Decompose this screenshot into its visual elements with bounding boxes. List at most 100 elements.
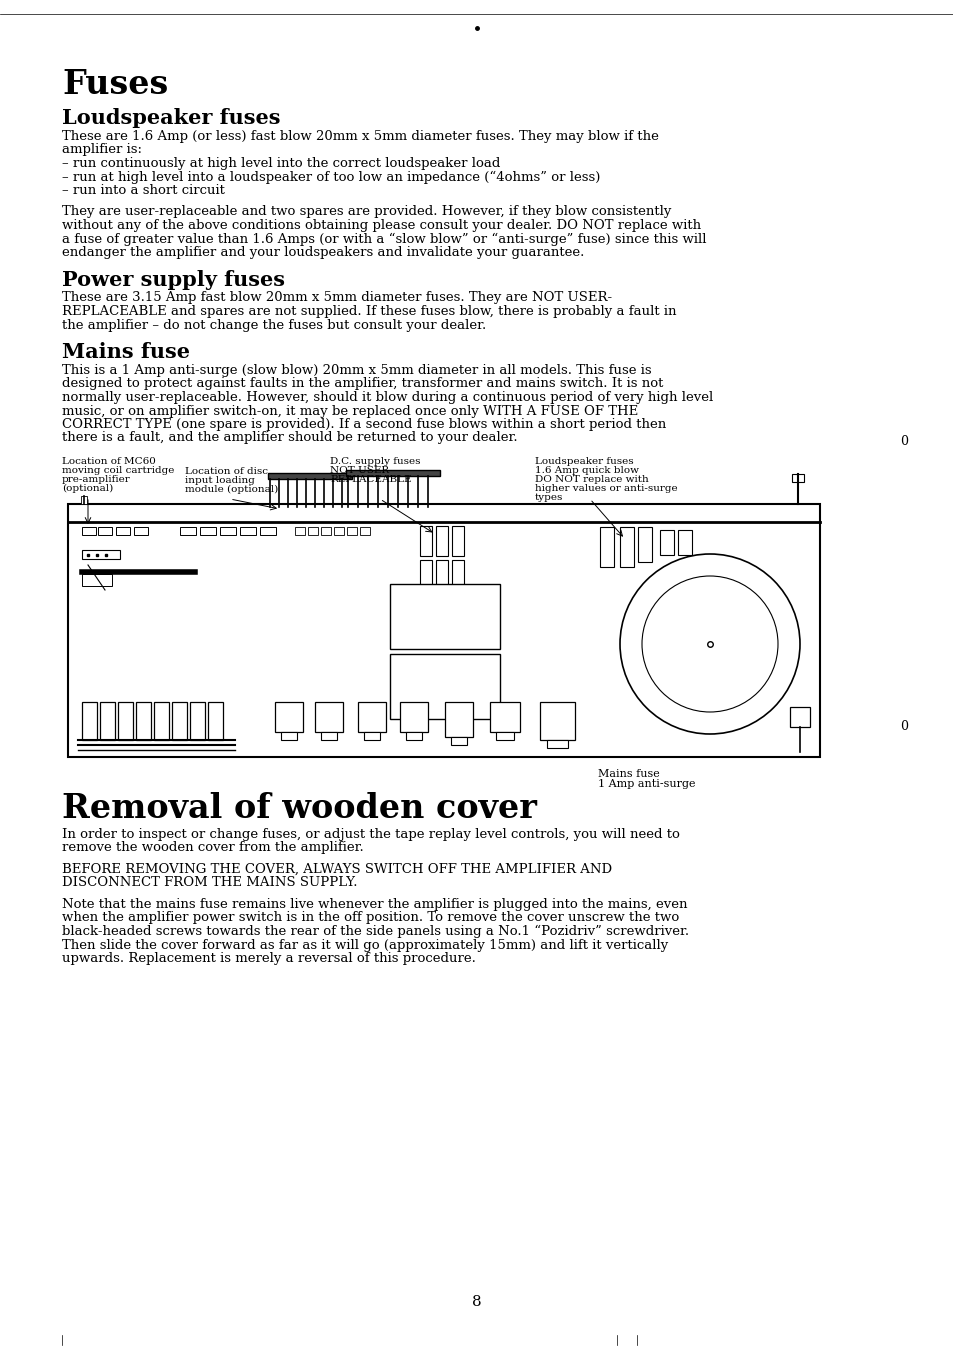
Bar bbox=[490, 703, 519, 732]
Bar bbox=[136, 703, 151, 740]
Text: This is a 1 Amp anti-surge (slow blow) 20mm x 5mm diameter in all models. This f: This is a 1 Amp anti-surge (slow blow) 2… bbox=[62, 363, 651, 377]
Text: NOT USER: NOT USER bbox=[330, 466, 389, 476]
Text: 1 Amp anti-surge: 1 Amp anti-surge bbox=[598, 780, 695, 789]
Text: – run continuously at high level into the correct loudspeaker load: – run continuously at high level into th… bbox=[62, 157, 500, 170]
Text: module (optional): module (optional) bbox=[185, 485, 278, 494]
Text: a fuse of greater value than 1.6 Amps (or with a “slow blow” or “anti-surge” fus: a fuse of greater value than 1.6 Amps (o… bbox=[62, 232, 706, 246]
Circle shape bbox=[619, 554, 800, 734]
Bar bbox=[334, 527, 344, 535]
Circle shape bbox=[641, 576, 778, 712]
Bar bbox=[436, 526, 448, 557]
Bar bbox=[240, 527, 255, 535]
Bar bbox=[280, 732, 297, 740]
Bar bbox=[450, 738, 467, 744]
Text: D.C. supply fuses: D.C. supply fuses bbox=[330, 457, 420, 466]
Text: Location of MC60: Location of MC60 bbox=[62, 457, 155, 466]
Text: higher values or anti-surge: higher values or anti-surge bbox=[535, 484, 677, 493]
Text: remove the wooden cover from the amplifier.: remove the wooden cover from the amplifi… bbox=[62, 842, 363, 854]
Text: Removal of wooden cover: Removal of wooden cover bbox=[62, 792, 537, 825]
Bar bbox=[399, 703, 428, 732]
Text: without any of the above conditions obtaining please consult your dealer. DO NOT: without any of the above conditions obta… bbox=[62, 219, 700, 232]
Text: DO NOT replace with: DO NOT replace with bbox=[535, 476, 648, 484]
Bar bbox=[436, 561, 448, 588]
Bar bbox=[308, 527, 317, 535]
Bar bbox=[82, 527, 96, 535]
Bar bbox=[172, 703, 187, 740]
Text: amplifier is:: amplifier is: bbox=[62, 143, 142, 157]
Bar bbox=[546, 740, 567, 748]
Text: input loading: input loading bbox=[185, 476, 254, 485]
Text: Mains fuse: Mains fuse bbox=[62, 342, 190, 362]
Text: Loudspeaker fuses: Loudspeaker fuses bbox=[535, 457, 633, 466]
Text: Mains fuse: Mains fuse bbox=[598, 769, 659, 780]
Text: when the amplifier power switch is in the off position. To remove the cover unsc: when the amplifier power switch is in th… bbox=[62, 912, 679, 924]
Text: black-headed screws towards the rear of the side panels using a No.1 “Pozidriv” : black-headed screws towards the rear of … bbox=[62, 925, 688, 938]
Bar bbox=[81, 496, 87, 504]
Text: (optional): (optional) bbox=[62, 484, 113, 493]
Bar bbox=[791, 474, 803, 482]
Bar bbox=[789, 707, 809, 727]
Text: Fuses: Fuses bbox=[62, 68, 168, 101]
Text: the amplifier – do not change the fuses but consult your dealer.: the amplifier – do not change the fuses … bbox=[62, 319, 486, 331]
Bar bbox=[659, 530, 673, 555]
Bar bbox=[180, 527, 195, 535]
Bar bbox=[444, 703, 473, 738]
Text: Loudspeaker fuses: Loudspeaker fuses bbox=[62, 108, 280, 128]
Bar bbox=[268, 473, 352, 480]
Text: These are 3.15 Amp fast blow 20mm x 5mm diameter fuses. They are NOT USER-: These are 3.15 Amp fast blow 20mm x 5mm … bbox=[62, 292, 612, 304]
Bar bbox=[599, 527, 614, 567]
Bar bbox=[452, 561, 463, 588]
Bar bbox=[419, 526, 432, 557]
Text: 1.6 Amp quick blow: 1.6 Amp quick blow bbox=[535, 466, 639, 476]
Bar bbox=[496, 732, 514, 740]
Bar bbox=[133, 527, 148, 535]
Text: 8: 8 bbox=[472, 1296, 481, 1309]
Text: REPLACEABLE and spares are not supplied. If these fuses blow, there is probably : REPLACEABLE and spares are not supplied.… bbox=[62, 305, 676, 317]
Bar bbox=[539, 703, 575, 740]
Bar bbox=[638, 527, 651, 562]
Bar bbox=[82, 550, 120, 559]
Text: Then slide the cover forward as far as it will go (approximately 15mm) and lift : Then slide the cover forward as far as i… bbox=[62, 939, 667, 951]
Text: CORRECT TYPE (one spare is provided). If a second fuse blows within a short peri: CORRECT TYPE (one spare is provided). If… bbox=[62, 417, 665, 431]
Text: Note that the mains fuse remains live whenever the amplifier is plugged into the: Note that the mains fuse remains live wh… bbox=[62, 898, 687, 911]
Bar bbox=[320, 732, 337, 740]
Bar bbox=[314, 703, 343, 732]
Bar bbox=[208, 703, 223, 740]
Bar bbox=[260, 527, 275, 535]
Text: pre-amplifier: pre-amplifier bbox=[62, 476, 131, 484]
Bar bbox=[390, 654, 499, 719]
Bar bbox=[619, 527, 634, 567]
Bar bbox=[363, 732, 380, 740]
Text: Location of disc: Location of disc bbox=[185, 467, 268, 476]
Bar bbox=[118, 703, 132, 740]
Bar bbox=[274, 703, 303, 732]
Text: there is a fault, and the amplifier should be returned to your dealer.: there is a fault, and the amplifier shou… bbox=[62, 431, 517, 444]
Bar bbox=[82, 574, 112, 586]
Bar bbox=[419, 561, 432, 588]
Text: – run into a short circuit: – run into a short circuit bbox=[62, 184, 225, 197]
Text: REPLACEABLE: REPLACEABLE bbox=[330, 476, 411, 484]
Text: designed to protect against faults in the amplifier, transformer and mains switc: designed to protect against faults in th… bbox=[62, 377, 662, 390]
Text: moving coil cartridge: moving coil cartridge bbox=[62, 466, 174, 476]
Text: normally user-replaceable. However, should it blow during a continuous period of: normally user-replaceable. However, shou… bbox=[62, 390, 713, 404]
Bar bbox=[405, 732, 422, 740]
Bar bbox=[82, 703, 97, 740]
Bar bbox=[116, 527, 130, 535]
Bar bbox=[153, 703, 169, 740]
Text: 0: 0 bbox=[899, 720, 907, 734]
Text: music, or on amplifier switch-on, it may be replaced once only WITH A FUSE OF TH: music, or on amplifier switch-on, it may… bbox=[62, 404, 638, 417]
Bar bbox=[678, 530, 691, 555]
Text: 0: 0 bbox=[899, 435, 907, 449]
Bar bbox=[100, 703, 115, 740]
Bar bbox=[68, 504, 820, 757]
Bar bbox=[357, 703, 386, 732]
Text: These are 1.6 Amp (or less) fast blow 20mm x 5mm diameter fuses. They may blow i: These are 1.6 Amp (or less) fast blow 20… bbox=[62, 130, 659, 143]
Bar bbox=[294, 527, 305, 535]
Text: In order to inspect or change fuses, or adjust the tape replay level controls, y: In order to inspect or change fuses, or … bbox=[62, 828, 679, 842]
Text: They are user-replaceable and two spares are provided. However, if they blow con: They are user-replaceable and two spares… bbox=[62, 205, 671, 219]
Bar bbox=[190, 703, 205, 740]
Bar bbox=[359, 527, 370, 535]
Text: endanger the amplifier and your loudspeakers and invalidate your guarantee.: endanger the amplifier and your loudspea… bbox=[62, 246, 584, 259]
Bar bbox=[200, 527, 215, 535]
Bar bbox=[98, 527, 112, 535]
